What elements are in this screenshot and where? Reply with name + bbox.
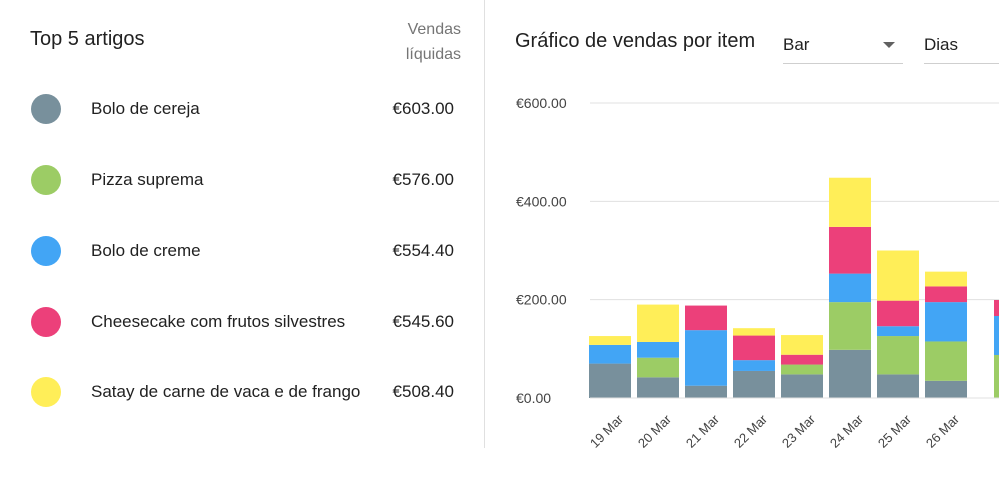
net-sales-column-header: Vendas líquidas <box>371 17 461 67</box>
bar-segment[interactable] <box>589 363 631 398</box>
bar-segment[interactable] <box>829 349 871 398</box>
list-item[interactable]: Pizza suprema €576.00 <box>0 160 484 200</box>
bar-segment[interactable] <box>733 370 775 398</box>
item-value: €545.60 <box>392 312 454 331</box>
bar-segment[interactable] <box>925 302 967 342</box>
bar-segment[interactable] <box>994 355 999 398</box>
x-tick-label: 26 Mar <box>923 411 963 451</box>
item-value: €576.00 <box>392 170 454 189</box>
bar-segment[interactable] <box>877 326 919 337</box>
y-tick-label: €0.00 <box>516 390 551 406</box>
chart-title: Gráfico de vendas por item <box>515 30 756 52</box>
chart-type-value: Bar <box>783 35 810 54</box>
list-item[interactable]: Bolo de cereja €603.00 <box>0 89 484 129</box>
x-tick-label: 20 Mar <box>635 411 675 451</box>
bar-segment[interactable] <box>994 316 999 355</box>
sales-bar-chart: €0.00 €200.00 €400.00 €600.00 19 Mar 20 Mar 21… <box>516 95 999 451</box>
bar-segment[interactable] <box>829 273 871 303</box>
color-dot <box>31 165 61 195</box>
item-value: €603.00 <box>392 99 454 118</box>
bar-segment[interactable] <box>925 380 967 398</box>
bar-segment[interactable] <box>733 328 775 336</box>
bar-segment[interactable] <box>877 374 919 398</box>
item-name: Bolo de cereja <box>91 99 200 118</box>
bar-segment[interactable] <box>637 357 679 378</box>
bar-segment[interactable] <box>829 302 871 350</box>
sales-chart-panel: €0.00 €200.00 €400.00 €600.00 19 Mar 20 Mar 21… <box>485 0 999 481</box>
bar-segment[interactable] <box>925 271 967 287</box>
panel-title: Top 5 artigos <box>30 28 145 50</box>
x-tick-label: 25 Mar <box>875 411 915 451</box>
color-dot <box>31 236 61 266</box>
color-dot <box>31 307 61 337</box>
bar-segment[interactable] <box>877 336 919 375</box>
bar-segment[interactable] <box>925 341 967 381</box>
x-tick-label: 24 Mar <box>827 411 867 451</box>
list-item[interactable]: Satay de carne de vaca e de frango €508.… <box>0 372 484 412</box>
item-name: Satay de carne de vaca e de frango <box>91 382 361 401</box>
bar-segment[interactable] <box>925 286 967 303</box>
bar-segment[interactable] <box>733 360 775 371</box>
bar-segment[interactable] <box>589 336 631 345</box>
bar-segment[interactable] <box>637 304 679 342</box>
bar-segment[interactable] <box>685 305 727 331</box>
bar-segment[interactable] <box>781 374 823 398</box>
bar-segment[interactable] <box>685 385 727 398</box>
bar-segment[interactable] <box>637 377 679 398</box>
bar-segment[interactable] <box>733 335 775 361</box>
y-tick-label: €600.00 <box>516 95 567 111</box>
column-header-line-2: líquidas <box>405 46 461 63</box>
bar-segment[interactable] <box>685 330 727 386</box>
bar-segment[interactable] <box>877 300 919 327</box>
item-name: Bolo de creme <box>91 241 201 260</box>
bar-segment[interactable] <box>781 364 823 375</box>
chevron-down-icon <box>883 42 895 48</box>
panel-divider <box>484 0 485 448</box>
x-tick-label: 23 Mar <box>779 411 819 451</box>
chart-type-select[interactable]: Bar <box>783 29 903 64</box>
bar-segment[interactable] <box>877 250 919 301</box>
bar-segment[interactable] <box>589 344 631 364</box>
item-value: €508.40 <box>392 382 454 401</box>
bar-segment[interactable] <box>829 226 871 274</box>
column-header-line-1: Vendas <box>407 21 461 38</box>
list-item[interactable]: Bolo de creme €554.40 <box>0 231 484 271</box>
bar-segment[interactable] <box>829 177 871 227</box>
y-tick-label: €400.00 <box>516 193 567 209</box>
list-item[interactable]: Cheesecake com frutos silvestres €545.60 <box>0 302 484 342</box>
top-items-panel: Top 5 artigos Vendas líquidas Bolo de ce… <box>0 0 484 481</box>
bar-segment[interactable] <box>781 335 823 355</box>
period-value: Dias <box>924 35 959 54</box>
item-value: €554.40 <box>392 241 454 260</box>
bar-segment[interactable] <box>781 354 823 365</box>
y-tick-label: €200.00 <box>516 292 567 308</box>
x-tick-label: 19 Mar <box>587 411 627 451</box>
x-tick-label: 21 Mar <box>683 411 723 451</box>
color-dot <box>31 377 61 407</box>
item-name: Cheesecake com frutos silvestres <box>91 312 346 331</box>
period-select[interactable]: Dias <box>924 29 999 64</box>
bar-segment[interactable] <box>994 300 999 316</box>
item-name: Pizza suprema <box>91 170 204 189</box>
x-tick-label: 22 Mar <box>731 411 771 451</box>
color-dot <box>31 94 61 124</box>
bar-segment[interactable] <box>637 341 679 358</box>
